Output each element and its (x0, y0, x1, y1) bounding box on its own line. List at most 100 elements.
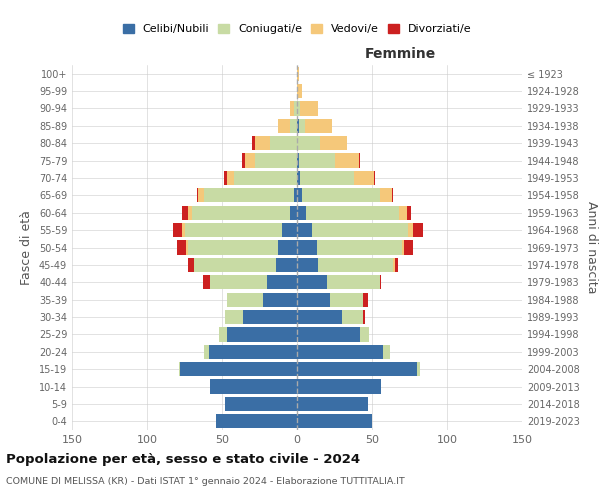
Text: COMUNE DI MELISSA (KR) - Dati ISTAT 1° gennaio 2024 - Elaborazione TUTTITALIA.IT: COMUNE DI MELISSA (KR) - Dati ISTAT 1° g… (6, 478, 405, 486)
Bar (277, 240, 297, 254)
Bar (182, 223, 185, 237)
Bar (359, 154, 360, 168)
Bar (234, 171, 297, 185)
Bar (297, 102, 300, 116)
Y-axis label: Fasce di età: Fasce di età (20, 210, 33, 285)
Bar (263, 292, 297, 307)
Bar (297, 344, 383, 359)
Bar (297, 310, 342, 324)
Bar (216, 414, 297, 428)
Bar (297, 275, 327, 289)
Bar (173, 223, 182, 237)
Bar (227, 171, 234, 185)
Bar (297, 414, 372, 428)
Bar (306, 206, 399, 220)
Bar (187, 258, 193, 272)
Bar (404, 240, 413, 254)
Bar (297, 292, 330, 307)
Bar (327, 275, 380, 289)
Bar (297, 84, 302, 98)
Bar (270, 136, 297, 150)
Bar (297, 362, 417, 376)
Bar (297, 66, 299, 81)
Bar (219, 328, 227, 342)
Bar (305, 118, 331, 133)
Bar (243, 310, 297, 324)
Bar (417, 362, 420, 376)
Bar (252, 136, 255, 150)
Bar (342, 310, 363, 324)
Bar (363, 310, 365, 324)
Bar (241, 154, 245, 168)
Bar (204, 188, 294, 202)
Bar (297, 397, 367, 411)
Bar (223, 171, 227, 185)
Bar (413, 223, 423, 237)
Bar (245, 154, 255, 168)
Bar (187, 240, 277, 254)
Bar (317, 240, 402, 254)
Bar (277, 118, 290, 133)
Bar (392, 188, 393, 202)
Bar (297, 118, 299, 133)
Bar (354, 171, 373, 185)
Bar (180, 362, 297, 376)
Bar (294, 188, 297, 202)
Bar (402, 240, 404, 254)
Bar (227, 292, 263, 307)
Bar (282, 223, 297, 237)
Bar (299, 154, 335, 168)
Bar (297, 328, 360, 342)
Bar (363, 292, 367, 307)
Bar (210, 275, 267, 289)
Bar (393, 258, 395, 272)
Text: Femmine: Femmine (365, 48, 436, 62)
Bar (373, 171, 375, 185)
Bar (395, 258, 398, 272)
Bar (210, 380, 297, 394)
Bar (360, 328, 369, 342)
Bar (186, 240, 187, 254)
Text: Popolazione per età, sesso e stato civile - 2024: Popolazione per età, sesso e stato civil… (6, 452, 360, 466)
Bar (267, 275, 297, 289)
Bar (225, 397, 297, 411)
Bar (300, 171, 354, 185)
Bar (227, 328, 297, 342)
Bar (383, 344, 390, 359)
Bar (197, 188, 198, 202)
Bar (193, 258, 276, 272)
Bar (380, 188, 392, 202)
Bar (294, 102, 297, 116)
Bar (182, 206, 187, 220)
Bar (187, 206, 192, 220)
Bar (297, 258, 318, 272)
Bar (209, 344, 297, 359)
Bar (335, 154, 359, 168)
Y-axis label: Anni di nascita: Anni di nascita (585, 201, 598, 294)
Bar (185, 223, 282, 237)
Bar (320, 136, 347, 150)
Bar (408, 223, 413, 237)
Bar (302, 188, 380, 202)
Bar (255, 136, 270, 150)
Bar (297, 240, 317, 254)
Bar (399, 206, 407, 220)
Bar (300, 102, 318, 116)
Bar (297, 223, 312, 237)
Bar (290, 102, 294, 116)
Bar (312, 223, 408, 237)
Bar (407, 206, 411, 220)
Bar (179, 362, 180, 376)
Bar (297, 206, 306, 220)
Bar (318, 258, 393, 272)
Bar (177, 240, 186, 254)
Bar (290, 206, 297, 220)
Legend: Celibi/Nubili, Coniugati/e, Vedovi/e, Divorziati/e: Celibi/Nubili, Coniugati/e, Vedovi/e, Di… (118, 20, 476, 39)
Bar (255, 154, 297, 168)
Bar (297, 380, 381, 394)
Bar (297, 136, 320, 150)
Bar (330, 292, 363, 307)
Bar (380, 275, 381, 289)
Bar (276, 258, 297, 272)
Bar (192, 206, 290, 220)
